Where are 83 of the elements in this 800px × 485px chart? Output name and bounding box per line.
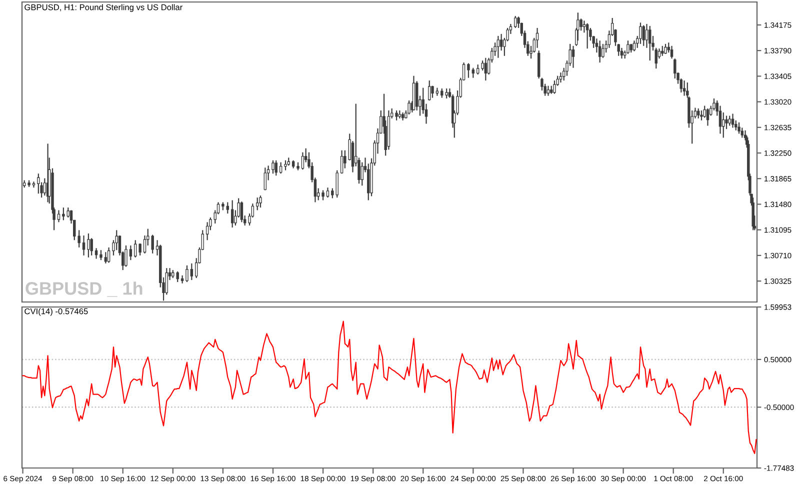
candlestick: [395, 110, 398, 121]
candlestick: [514, 15, 517, 28]
candlestick: [559, 72, 562, 84]
candlestick: [326, 187, 330, 198]
candlestick: [301, 152, 304, 170]
candlestick: [408, 100, 410, 115]
candlestick: [664, 43, 667, 54]
candlestick: [626, 40, 630, 54]
candlestick: [722, 112, 725, 138]
candlestick: [259, 195, 262, 208]
candlestick: [138, 242, 142, 256]
candlestick: [340, 150, 344, 174]
candlestick: [706, 108, 710, 126]
candlestick: [100, 250, 102, 261]
candlestick: [256, 197, 259, 211]
candlestick: [226, 202, 230, 214]
candlestick: [500, 33, 503, 52]
candlestick: [728, 115, 731, 126]
candlestick: [648, 25, 652, 62]
candlestick: [645, 23, 648, 48]
candlestick: [598, 40, 602, 64]
candlestick: [186, 264, 188, 283]
candlestick: [360, 162, 364, 186]
candlestick: [104, 252, 108, 264]
candlestick: [537, 50, 540, 80]
candlestick: [274, 160, 278, 176]
candlestick: [134, 240, 137, 258]
line-series: [22, 320, 757, 454]
candlestick: [496, 35, 500, 58]
candlestick: [731, 113, 734, 128]
candlestick: [94, 248, 98, 260]
candlestick: [272, 160, 274, 174]
candlestick: [700, 110, 703, 121]
candlestick: [190, 262, 194, 281]
candlestick: [620, 47, 624, 60]
candlestick: [546, 85, 550, 96]
candlestick: [37, 173, 40, 194]
candlestick: [43, 178, 46, 196]
candlestick: [240, 201, 244, 223]
candlestick: [476, 64, 480, 76]
candlestick: [206, 222, 209, 241]
candlestick: [661, 45, 664, 56]
candlestick: [553, 80, 556, 94]
candlestick: [180, 274, 184, 284]
candlestick: [703, 105, 706, 118]
candlestick: [436, 87, 439, 96]
candlestick: [572, 45, 575, 68]
candlestick: [82, 234, 86, 256]
candlestick: [129, 244, 132, 261]
candlestick: [467, 62, 470, 78]
candlestick: [87, 232, 90, 258]
candlestick: [57, 210, 60, 223]
annotation: GBPUSD _ 1h: [26, 282, 142, 297]
candlestick: [279, 162, 282, 174]
candlestick: [62, 206, 65, 221]
candlestick: [682, 80, 686, 96]
candlestick: [264, 167, 267, 191]
chart-title: GBPUSD, H1: Pound Sterling vs US Dollar: [24, 4, 182, 12]
candlestick: [284, 160, 287, 171]
candlestick: [632, 40, 636, 52]
candlestick: [428, 80, 431, 102]
candlestick: [582, 20, 586, 34]
candlestick: [725, 115, 728, 130]
candlestick: [639, 22, 642, 44]
candlestick: [670, 45, 674, 60]
candlestick: [124, 244, 128, 268]
candlestick: [586, 22, 589, 50]
candlestick: [481, 60, 484, 72]
candlestick: [472, 67, 475, 78]
candlestick: [602, 43, 604, 58]
candlestick: [230, 200, 234, 228]
candlestick: [107, 246, 110, 264]
candlestick: [658, 48, 661, 60]
candlestick: [642, 24, 645, 46]
candlestick: [484, 57, 488, 82]
candlestick: [536, 27, 539, 48]
chart-title: CVI(14) -0.57465: [24, 308, 88, 316]
candlestick: [322, 190, 324, 201]
candlestick: [580, 18, 582, 32]
candlestick: [66, 206, 70, 218]
candlestick: [738, 122, 740, 134]
candlestick: [696, 108, 700, 119]
candlestick: [90, 238, 93, 256]
